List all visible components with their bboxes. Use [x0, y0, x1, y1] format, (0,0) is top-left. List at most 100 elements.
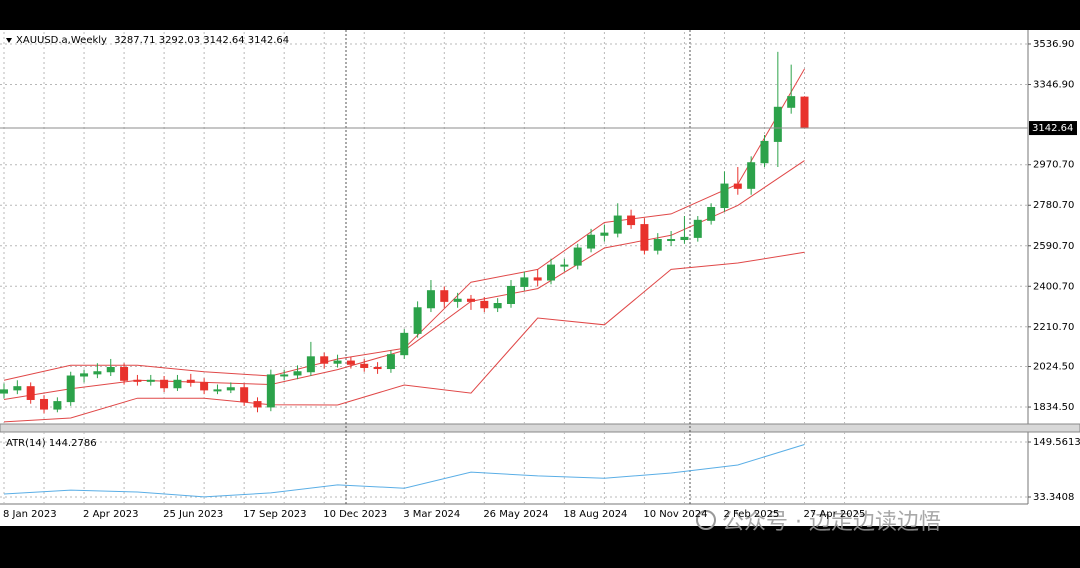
- x-tick-label: 25 Jun 2023: [163, 509, 223, 520]
- candle-body: [186, 379, 195, 383]
- candle-body: [320, 356, 329, 364]
- candle-body: [653, 239, 662, 251]
- candle-body: [480, 300, 489, 309]
- candle-body: [493, 302, 502, 309]
- candle-body: [733, 183, 742, 189]
- symbol: XAUUSD.a,Weekly: [16, 35, 107, 46]
- current-price-box: [1029, 121, 1077, 136]
- x-tick-label: 10 Dec 2023: [323, 509, 387, 520]
- candle-body: [627, 215, 636, 226]
- y-tick-label: 1834.50: [1033, 402, 1074, 413]
- y-tick-label: 149.5613: [1033, 437, 1080, 448]
- candle-body: [520, 277, 529, 287]
- candle-body: [413, 307, 422, 334]
- y-tick-label: 2780.70: [1033, 200, 1074, 211]
- indicator-value: 144.2786: [49, 438, 97, 449]
- x-tick-label: 2 Apr 2023: [83, 509, 138, 520]
- candle-body: [0, 389, 9, 394]
- y-tick-label: 2400.70: [1033, 281, 1074, 292]
- bollinger-band: [3, 251, 805, 423]
- candle-body: [466, 298, 475, 302]
- candle-body: [573, 247, 582, 266]
- x-tick-label: 2 Feb 2025: [723, 509, 779, 520]
- candle-body: [106, 366, 115, 373]
- grid: [0, 32, 1028, 504]
- candle-body: [280, 374, 289, 377]
- candle-body: [53, 401, 62, 410]
- y-tick-label: 33.3408: [1033, 492, 1074, 503]
- candle-body: [787, 96, 796, 108]
- current-price-label: 3142.64: [1032, 123, 1073, 134]
- y-tick-label: 3536.90: [1033, 39, 1074, 50]
- x-tick-label: 26 May 2024: [483, 509, 548, 520]
- candle-body: [373, 366, 382, 370]
- collapse-icon[interactable]: [6, 38, 12, 43]
- candle-body: [253, 401, 262, 408]
- panel-separator: [0, 423, 1080, 433]
- y-tick-label: 2210.70: [1033, 322, 1074, 333]
- candle-body: [426, 290, 435, 309]
- candle-body: [600, 232, 609, 236]
- candle-body: [453, 298, 462, 302]
- candle-body: [226, 387, 235, 391]
- candle-body: [547, 264, 556, 281]
- atr-header: ATR(14) 144.2786: [6, 438, 97, 449]
- candle-body: [213, 389, 222, 392]
- candle-body: [26, 386, 35, 400]
- candle-body: [293, 371, 302, 376]
- y-tick-label: 2590.70: [1033, 241, 1074, 252]
- candle-body: [400, 332, 409, 356]
- x-tick-label: 3 Mar 2024: [403, 509, 460, 520]
- candle-body: [306, 356, 315, 373]
- candle-body: [667, 239, 676, 242]
- y-tick-label: 3346.90: [1033, 79, 1074, 90]
- candle-body: [13, 386, 22, 391]
- candle-body: [360, 363, 369, 368]
- candle-body: [587, 234, 596, 249]
- watermark: 公众号 · 边走边读边悟: [722, 510, 941, 535]
- candle-body: [800, 96, 809, 129]
- candle-body: [93, 371, 102, 375]
- x-tick-label: 8 Jan 2023: [3, 509, 57, 520]
- candle-body: [160, 379, 169, 389]
- ohlc-open: 3287.71: [114, 35, 155, 46]
- candle-body: [266, 374, 275, 408]
- candle-body: [680, 236, 689, 241]
- candle-body: [760, 140, 769, 164]
- candle-body: [640, 224, 649, 251]
- candle-body: [613, 215, 622, 234]
- candle-body: [773, 106, 782, 142]
- candle-body: [200, 381, 209, 391]
- marks: [0, 51, 1028, 498]
- candle-body: [386, 354, 395, 370]
- candle-body: [346, 360, 355, 365]
- y-tick-label: 2024.50: [1033, 362, 1074, 373]
- candle-body: [333, 360, 342, 364]
- candle-body: [440, 290, 449, 302]
- candle-body: [560, 264, 569, 267]
- candle-body: [506, 285, 515, 304]
- candle-body: [533, 277, 542, 281]
- x-tick-label: 18 Aug 2024: [563, 509, 627, 520]
- candle-body: [66, 375, 75, 403]
- atr-line: [3, 444, 805, 498]
- candle-body: [146, 379, 155, 382]
- candle-body: [240, 387, 249, 403]
- candle-body: [120, 366, 129, 381]
- ohlc-high: 3292.03: [159, 35, 200, 46]
- candle-body: [80, 373, 89, 377]
- candle-body: [40, 398, 49, 410]
- x-tick-label: 17 Sep 2023: [243, 509, 306, 520]
- candle-body: [133, 379, 142, 382]
- candle-body: [720, 183, 729, 209]
- y-tick-label: 2970.70: [1033, 160, 1074, 171]
- ohlc-close: 3142.64: [248, 35, 289, 46]
- indicator-name: ATR(14): [6, 438, 46, 449]
- candle-body: [707, 207, 716, 221]
- x-tick-label: 27 Apr 2025: [804, 509, 866, 520]
- symbol-header: XAUUSD.a,Weekly 3287.71 3292.03 3142.64 …: [16, 35, 289, 46]
- candle-body: [693, 219, 702, 238]
- candle-body: [173, 379, 182, 389]
- x-tick-label: 10 Nov 2024: [643, 509, 707, 520]
